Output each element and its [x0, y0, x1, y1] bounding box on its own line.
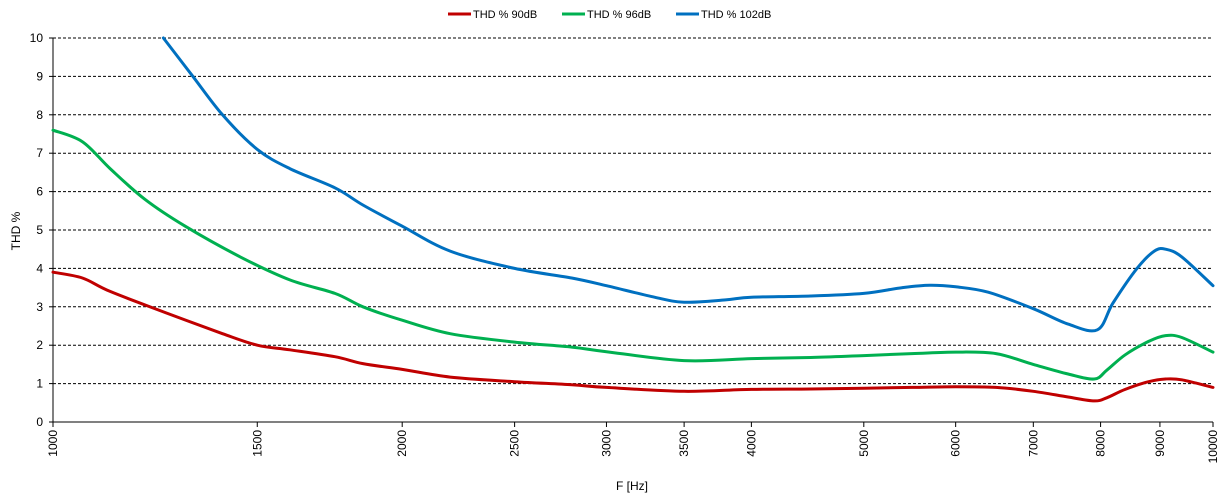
x-tick-label: 8000: [1094, 430, 1108, 457]
y-tick-label: 4: [36, 261, 43, 275]
x-tick-label: 1500: [250, 430, 264, 457]
x-axis-title: F [Hz]: [616, 479, 648, 493]
legend-label-102db: THD % 102dB: [701, 9, 771, 21]
y-tick-label: 1: [36, 377, 43, 391]
y-tick-label: 5: [36, 223, 43, 237]
y-tick-label: 6: [36, 185, 43, 199]
x-tick-label: 4000: [744, 430, 758, 457]
legend-label-90db: THD % 90dB: [473, 9, 537, 21]
series-line-thd-90db: [51, 270, 1215, 403]
series-line-thd-102db: [161, 36, 1215, 333]
y-tick-label: 9: [36, 69, 43, 83]
legend-label-96db: THD % 96dB: [587, 9, 651, 21]
x-tick-label: 6000: [949, 430, 963, 457]
y-tick-label: 8: [36, 108, 43, 122]
x-tick-label: 2000: [395, 430, 409, 457]
y-tick-label: 2: [36, 338, 43, 352]
y-tick-label: 10: [30, 31, 44, 45]
x-tick-label: 3000: [599, 430, 613, 457]
y-tick-label: 3: [36, 300, 43, 314]
x-tick-label: 2500: [508, 430, 522, 457]
x-tick-label: 9000: [1153, 430, 1167, 457]
chart-legend: THD % 90dB THD % 96dB THD % 102dB: [448, 9, 771, 21]
x-tick-label: 10000: [1206, 430, 1220, 464]
series-line-thd-96db: [51, 128, 1215, 381]
x-tick-label: 1000: [46, 430, 60, 457]
y-tick-label: 0: [36, 415, 43, 429]
y-axis-ticks: 0 1 2 3 4 5 6 7 8 9 10: [30, 31, 53, 429]
x-tick-label: 5000: [857, 430, 871, 457]
chart-series: [51, 36, 1215, 403]
chart-gridlines: [53, 37, 1213, 385]
x-axis-ticks: 1000 1500 2000 2500 3000 3500 4000 5000 6000 7000…: [46, 422, 1220, 463]
y-axis-title: THD %: [9, 211, 23, 250]
x-tick-label: 3500: [677, 430, 691, 457]
y-tick-label: 7: [36, 146, 43, 160]
x-tick-label: 7000: [1026, 430, 1040, 457]
